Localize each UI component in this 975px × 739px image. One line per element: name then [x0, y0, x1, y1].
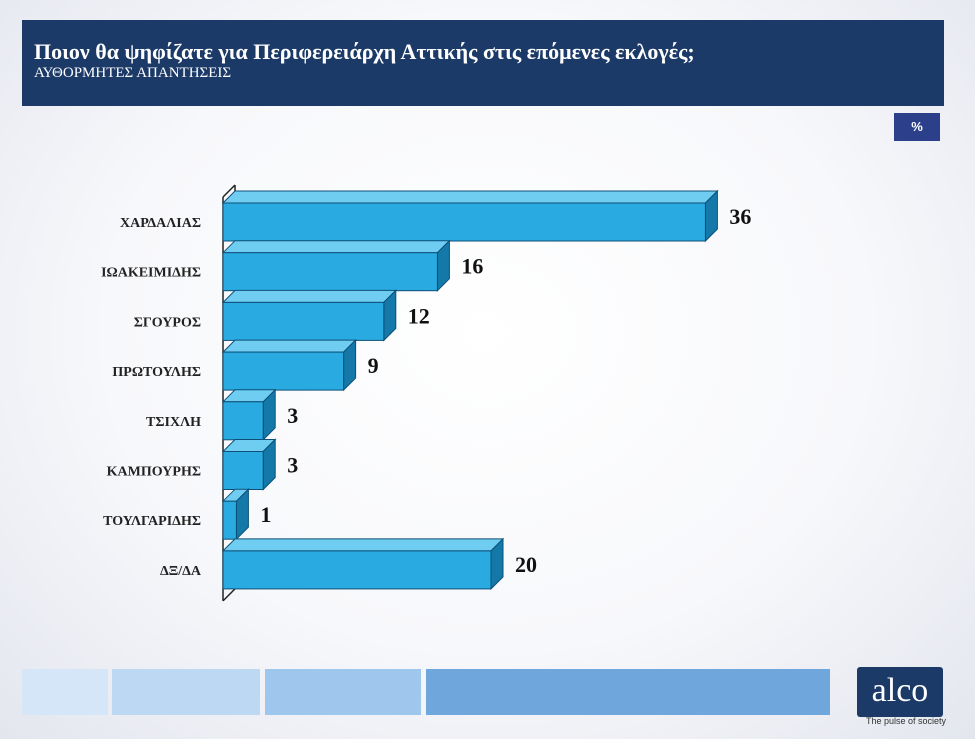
- chart-title: Ποιον θα ψηφίζατε για Περιφερειάρχη Αττι…: [34, 39, 695, 64]
- bar-top-face: [221, 190, 719, 204]
- value-label: 3: [287, 403, 298, 428]
- chart-subtitle: ΑΥΘΟΡΜΗΤΕΣ ΑΠΑΝΤΗΣΕΙΣ: [34, 65, 232, 81]
- logo-text: alco: [871, 672, 929, 709]
- bar-top-face: [221, 339, 357, 353]
- bar-top-face: [221, 289, 398, 303]
- bar: [221, 189, 719, 243]
- bar-front-face: [222, 351, 345, 391]
- footer-segment: [112, 669, 260, 715]
- category-label: ΔΞ/ΔΑ: [160, 564, 202, 579]
- bar-front-face: [222, 401, 264, 441]
- bar: [221, 289, 398, 342]
- bar-front-face: [222, 252, 438, 292]
- category-label: ΤΟΥΛΓΑΡΙΔΗΣ: [103, 514, 201, 529]
- bar: [221, 388, 277, 442]
- bar: [221, 239, 451, 292]
- category-label: ΙΩΑΚΕΙΜΙΔΗΣ: [101, 266, 201, 281]
- category-label: ΤΣΙΧΛΗ: [146, 415, 201, 430]
- bar-front-face: [222, 500, 237, 540]
- bar-front-face: [222, 301, 385, 341]
- bar-chart: ΧΑΡΔΑΛΙΑΣ ΙΩΑΚΕΙΜΙΔΗΣ ΣΓΟΥΡΟΣ ΠΡΩΤΟΥΛΗΣ ΤΣΙΧ…: [101, 184, 751, 602]
- category-label: ΣΓΟΥΡΟΣ: [134, 315, 201, 330]
- footer-segment: [22, 669, 108, 715]
- title-banner: Ποιον θα ψηφίζατε για Περιφερειάρχη Αττι…: [22, 20, 944, 106]
- category-label: ΠΡΩΤΟΥΛΗΣ: [112, 365, 201, 380]
- value-label: 36: [729, 204, 751, 229]
- bar-top-face: [221, 538, 505, 552]
- bar: [221, 487, 250, 541]
- bar-front-face: [222, 451, 264, 490]
- bar: [221, 537, 505, 591]
- category-label: ΚΑΜΠΟΥΡΗΣ: [107, 465, 201, 480]
- value-label: 1: [260, 502, 271, 527]
- logo-tagline: The pulse of society: [866, 716, 947, 726]
- bar-front-face: [222, 202, 706, 242]
- value-label: 3: [287, 453, 298, 478]
- category-label: ΧΑΡΔΑΛΙΑΣ: [120, 216, 201, 231]
- value-label: 20: [515, 552, 537, 577]
- footer-segment: [265, 669, 421, 715]
- bar: [221, 438, 277, 491]
- value-label: 9: [368, 353, 379, 378]
- alco-logo: alco: [857, 667, 943, 717]
- axis-bottom-slant: [222, 588, 236, 602]
- bar: [221, 338, 357, 392]
- axis-top-slant: [222, 184, 236, 198]
- category-labels: ΧΑΡΔΑΛΙΑΣ ΙΩΑΚΕΙΜΙΔΗΣ ΣΓΟΥΡΟΣ ΠΡΩΤΟΥΛΗΣ ΤΣΙΧ…: [101, 216, 202, 579]
- value-label: 16: [461, 254, 483, 279]
- bar-front-face: [222, 550, 492, 590]
- bar-top-face: [221, 240, 451, 254]
- footer-strip: [22, 669, 830, 715]
- footer-segment: [426, 669, 830, 715]
- unit-badge: %: [894, 113, 940, 141]
- bars: [221, 189, 719, 591]
- value-label: 12: [408, 303, 430, 328]
